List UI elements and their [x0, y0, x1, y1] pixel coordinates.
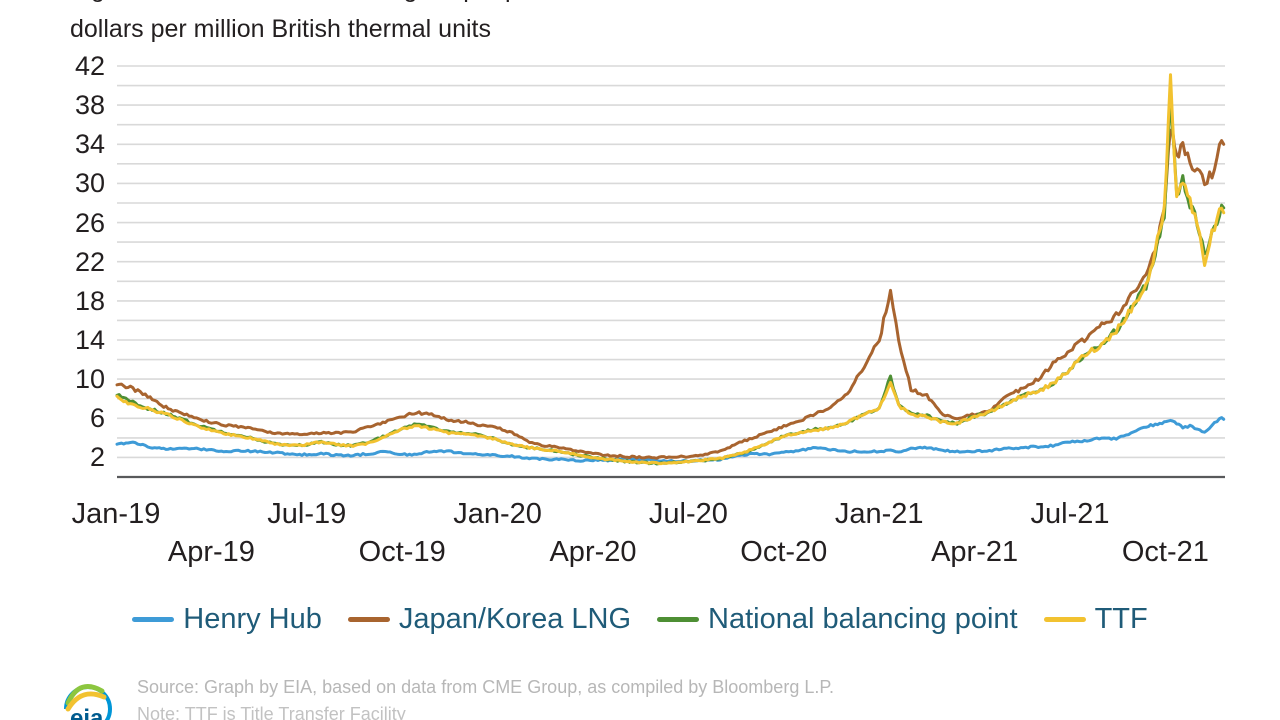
x-tick-label: Apr-20	[549, 536, 637, 568]
x-tick-label: Jan-21	[834, 498, 924, 530]
legend-item[interactable]: Henry Hub	[132, 603, 322, 635]
y-tick-label: 34	[74, 129, 105, 160]
series-line	[115, 128, 1226, 460]
y-tick-label: 38	[74, 90, 105, 121]
footnote-note: Note: TTF is Title Transfer Facility	[137, 704, 406, 720]
y-tick-label: 10	[74, 364, 105, 395]
eia-logo: eia	[64, 684, 113, 720]
chart-legend: Henry Hub Japan/Korea LNG National balanci…	[0, 598, 1280, 640]
x-tick-label: Apr-21	[931, 536, 1019, 568]
legend-item[interactable]: Japan/Korea LNG	[347, 603, 632, 635]
figure-title: Figure 1. International natural gas spot…	[70, 0, 572, 4]
y-tick-label: 18	[74, 285, 105, 316]
x-tick-label: Jan-20	[453, 498, 542, 530]
y-tick-label: 2	[89, 442, 105, 473]
x-tick-label: Jan-19	[71, 498, 161, 530]
legend-label: Henry Hub	[183, 603, 322, 635]
legend-line-swatch	[132, 616, 175, 622]
series-line	[115, 416, 1226, 464]
legend-label: Japan/Korea LNG	[398, 603, 632, 635]
x-tick-label: Jul-21	[1030, 498, 1110, 530]
logo-wordmark: eia	[70, 705, 104, 720]
y-tick-label: 30	[74, 168, 105, 199]
series-line	[115, 73, 1226, 466]
y-tick-label: 42	[74, 51, 105, 81]
legend-label: TTF	[1094, 603, 1148, 635]
source-note: Source: Graph by EIA, based on data from…	[137, 677, 835, 697]
y-tick-label: 22	[74, 246, 105, 277]
x-tick-label: Oct-21	[1121, 536, 1209, 568]
x-tick-label: Apr-19	[167, 536, 255, 568]
legend-item[interactable]: TTF	[1043, 603, 1148, 635]
legend-label: National balancing point	[708, 603, 1018, 635]
gridlines	[117, 65, 1225, 459]
legend-item[interactable]: National balancing point	[657, 603, 1018, 635]
series-line	[115, 92, 1226, 466]
legend-line-swatch	[1043, 616, 1086, 622]
legend-line-swatch	[347, 616, 390, 622]
figure-subtitle: dollars per million British thermal unit…	[70, 15, 491, 43]
legend-line-swatch	[657, 616, 700, 622]
x-tick-label: Jul-19	[267, 498, 347, 530]
y-axis-tick-labels: 2 6 10 14 18 22 26 30 34 38 42	[0, 0, 105, 500]
y-tick-label: 14	[74, 325, 105, 355]
x-tick-label: Jul-20	[648, 498, 728, 530]
logo-yellow-swoosh	[65, 691, 107, 712]
logo-green-swoosh	[65, 684, 105, 706]
data-series	[115, 73, 1226, 466]
x-tick-label: Oct-20	[740, 536, 828, 568]
y-tick-label: 6	[89, 403, 105, 434]
x-tick-label: Oct-19	[358, 536, 446, 568]
y-tick-label: 26	[74, 207, 105, 238]
